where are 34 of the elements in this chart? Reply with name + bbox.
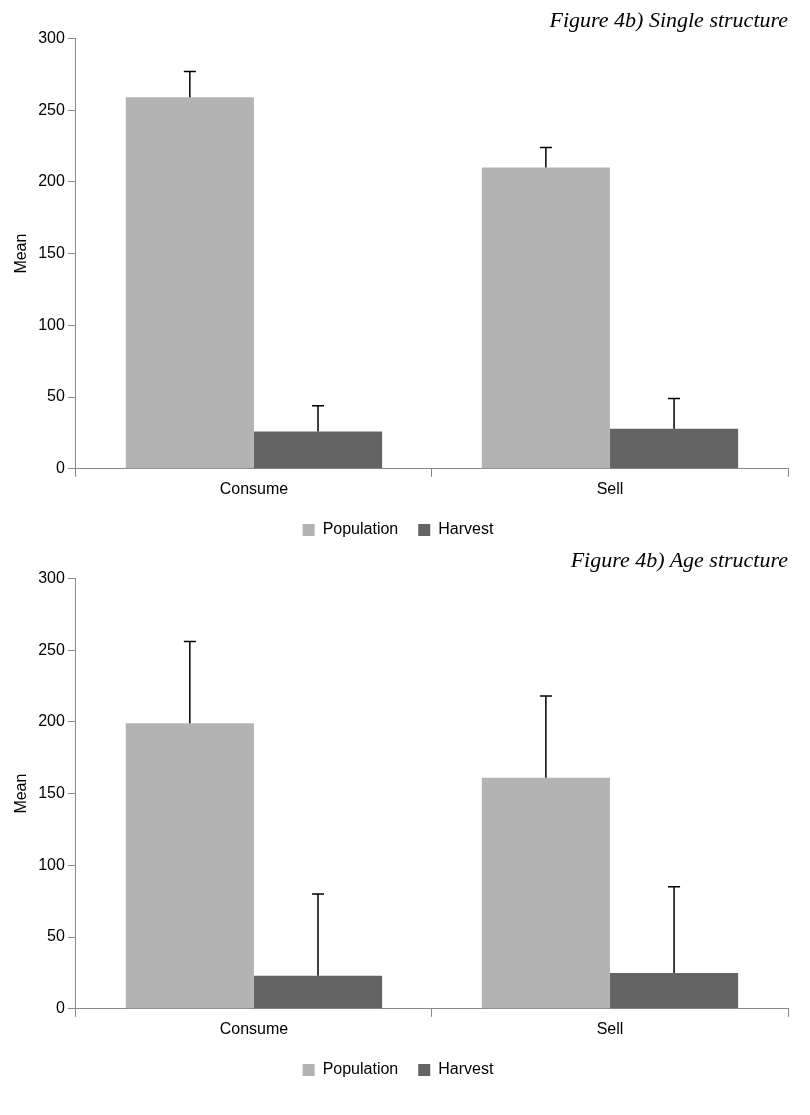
legend-label: Population (322, 1060, 399, 1078)
y-tick-label: 200 (38, 712, 65, 730)
y-tick-label: 300 (38, 568, 65, 586)
y-tick-label: 50 (47, 387, 65, 405)
y-tick-label: 0 (55, 459, 65, 477)
bar (609, 428, 739, 469)
bar (125, 97, 254, 469)
y-tick-label: 200 (38, 172, 65, 190)
bar (253, 975, 383, 1009)
y-tick-label: 150 (38, 784, 65, 802)
bar (609, 972, 739, 1009)
y-tick-label: 250 (38, 100, 65, 118)
y-tick-label: 100 (38, 855, 65, 873)
x-tick-label: Sell (596, 479, 624, 497)
bar (481, 777, 610, 1009)
y-tick-label: 0 (55, 999, 65, 1017)
x-tick-label: Consume (219, 1019, 289, 1037)
bar (481, 167, 610, 469)
x-tick-label: Consume (219, 479, 289, 497)
y-tick-label: 150 (38, 244, 65, 262)
bar (253, 431, 383, 469)
y-tick-label: 300 (38, 28, 65, 46)
y-axis-title: Mean (12, 233, 30, 274)
y-tick-label: 250 (38, 640, 65, 658)
y-tick-label: 100 (38, 315, 65, 333)
chart-title: Figure 4b) Single structure (548, 6, 789, 32)
bar (125, 723, 254, 1009)
legend-label: Population (322, 520, 399, 538)
x-tick-label: Sell (596, 1019, 624, 1037)
legend-label: Harvest (438, 520, 494, 538)
chart-title: Figure 4b) Age structure (569, 546, 789, 572)
y-axis-title: Mean (12, 773, 30, 814)
y-tick-label: 50 (47, 927, 65, 945)
legend-label: Harvest (438, 1060, 494, 1078)
